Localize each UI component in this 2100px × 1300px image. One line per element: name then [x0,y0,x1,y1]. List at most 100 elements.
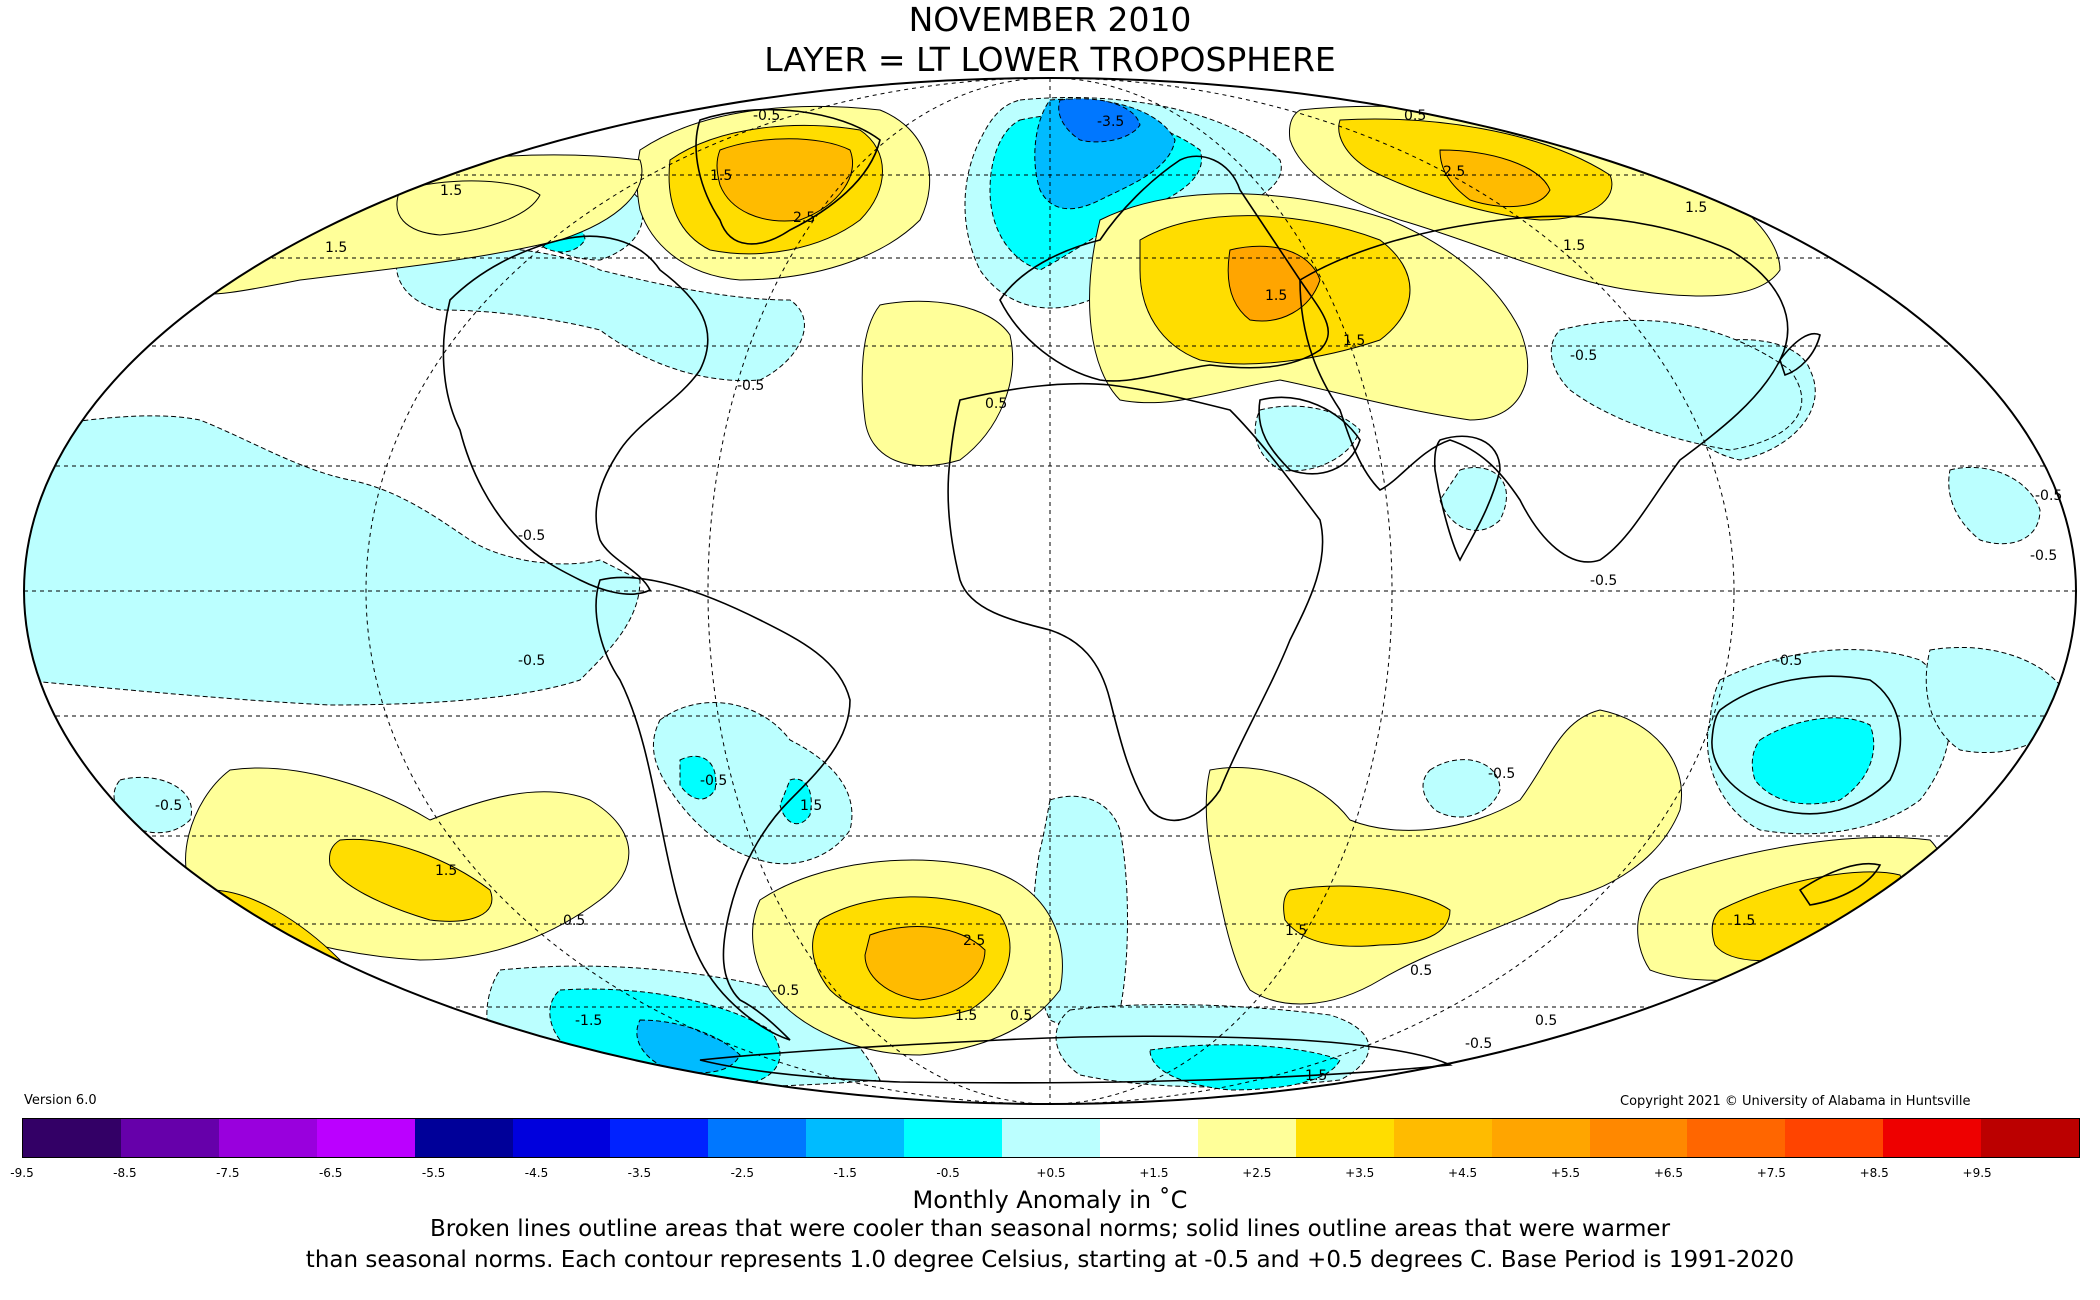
contour-label: -0.5 [737,378,764,394]
colorbar-tick-label: +1.5 [1139,1166,1169,1180]
coastlines [442,108,1902,1084]
contour-label: 2.5 [793,210,815,226]
contour-label: 1.5 [955,1008,977,1024]
colorbar-swatch [1785,1119,1884,1157]
graticule [24,78,2076,1104]
colorbar-swatch [708,1119,807,1157]
cool-region-south-america-3 [779,778,812,825]
contour-label: 1.5 [1563,238,1585,254]
colorbar-tick-label: +5.5 [1550,1166,1581,1180]
cool-region-southeast-pacific [113,776,193,834]
warm-region-alaska [396,180,541,236]
cool-region-west-pacific [1948,466,2041,545]
anomaly-fills [24,97,2071,1091]
colorbar-label: Monthly Anomaly in ˚C [912,1186,1188,1214]
contour-label: 2.5 [963,933,985,949]
contour-label: 1.5 [435,863,457,879]
colorbar-swatch [414,1119,513,1157]
contour-label: 2.5 [1443,164,1465,180]
contour-label: 1.5 [1733,913,1755,929]
colorbar-swatch [1002,1119,1100,1157]
caption-line-2: than seasonal norms. Each contour repres… [305,1247,1795,1273]
warm-region-europe-3 [1227,245,1321,322]
colorbar-swatch [1687,1119,1786,1157]
cool-region-arabia [1254,405,1361,472]
colorbar-swatch [1393,1119,1492,1157]
coast-south-america [595,576,851,1041]
colorbar-tick-label: -6.5 [318,1166,343,1180]
colorbar-tick-label: -8.5 [113,1166,137,1180]
cool-region-atlantic-north [395,245,805,382]
colorbar-tick-label: +9.5 [1962,1166,1992,1180]
colorbar-tick-label: -4.5 [524,1166,549,1180]
colorbar-swatch [120,1119,219,1157]
contour-label: 1.5 [800,798,822,814]
cool-region-pacific [24,415,641,706]
colorbar-ticks: -9.5 -8.5 -7.5 -6.5 -5.5 -4.5 -3.5 -2.5 -1.5 -0.5… [10,1166,2080,1184]
colorbar-swatch [1099,1119,1198,1157]
cool-region-south-america [652,702,853,865]
contour-label: 1.5 [710,168,732,184]
colorbar-tick-label: -2.5 [730,1166,755,1180]
contour-label: 0.5 [1410,963,1432,979]
contour-label: 1.5 [440,183,462,199]
colorbar-swatch [610,1119,709,1157]
coast-africa [947,382,1324,822]
contour-label: -0.5 [518,528,545,544]
coast-japan [1779,333,1821,377]
cool-region-australia-2 [1751,717,1875,805]
colorbar-swatch [806,1119,905,1157]
title-layer: LAYER = LT LOWER TROPOSPHERE [764,40,1336,79]
contour-label: -0.5 [1590,573,1617,589]
colorbar-swatch [1589,1119,1688,1157]
contour-label: -1.5 [575,1013,602,1029]
contour-label: -0.5 [700,773,727,789]
contour-label: -0.5 [753,108,780,124]
warm-region-mid-atlantic [861,300,1014,467]
colorbar-swatch [316,1119,415,1157]
contour-label: 1.5 [1343,333,1365,349]
colorbar-tick-label: +4.5 [1448,1166,1478,1180]
contour-label: 0.5 [1010,1008,1032,1024]
contour-label: -3.5 [1097,114,1124,130]
cool-region-south-america-2 [679,755,717,800]
colorbar-tick-label: +7.5 [1756,1166,1786,1180]
caption: Broken lines outline areas that were coo… [0,1214,2100,1276]
colorbar-tick-label: +8.5 [1859,1166,1889,1180]
cool-region-indian-ocean [1422,759,1501,818]
contour-label: 0.5 [985,396,1007,412]
contour-label: -0.5 [1465,1036,1492,1052]
warm-region-greenland-3 [716,138,854,222]
contour-label: -0.5 [1570,348,1597,364]
colorbar-swatch [1197,1119,1296,1157]
colorbar-tick-label: +0.5 [1036,1166,1066,1180]
coast-arabia [1258,396,1361,475]
warm-region-south-atlantic-3 [864,926,986,1001]
colorbar-tick-label: -0.5 [936,1166,960,1180]
cool-region-southern-ocean-east-2 [1149,1044,1341,1091]
cool-region-se-asia [1439,466,1507,531]
contour-label: 0.5 [1535,1013,1557,1029]
map-title: NOVEMBER 2010 LAYER = LT LOWER TROPOSPHE… [0,0,2100,80]
contour-label: 1.5 [1265,288,1287,304]
colorbar-tick-label: -5.5 [421,1166,446,1180]
contour-label: -0.5 [518,653,545,669]
colorbar-swatch [1883,1119,1982,1157]
contour-label: -0.5 [2035,488,2062,504]
warm-region-siberia-3 [1439,149,1551,208]
contour-label: -1.5 [1300,1068,1327,1084]
title-month: NOVEMBER 2010 [908,0,1192,39]
colorbar-swatch [1981,1119,2080,1157]
colorbar [22,1118,2080,1158]
coast-india [1433,435,1501,562]
coast-greenland [695,108,881,245]
cool-region-southern-ocean-3 [636,1019,741,1074]
coast-antarctica [699,1035,1453,1084]
warm-region-indian-2 [1283,885,1451,947]
colorbar-tick-label: -3.5 [627,1166,652,1180]
colorbar-swatch [23,1119,121,1157]
globe-outline [23,77,2077,1105]
colorbar-swatch [218,1119,317,1157]
contour-label: -0.5 [2030,548,2057,564]
colorbar-swatch [1295,1119,1394,1157]
